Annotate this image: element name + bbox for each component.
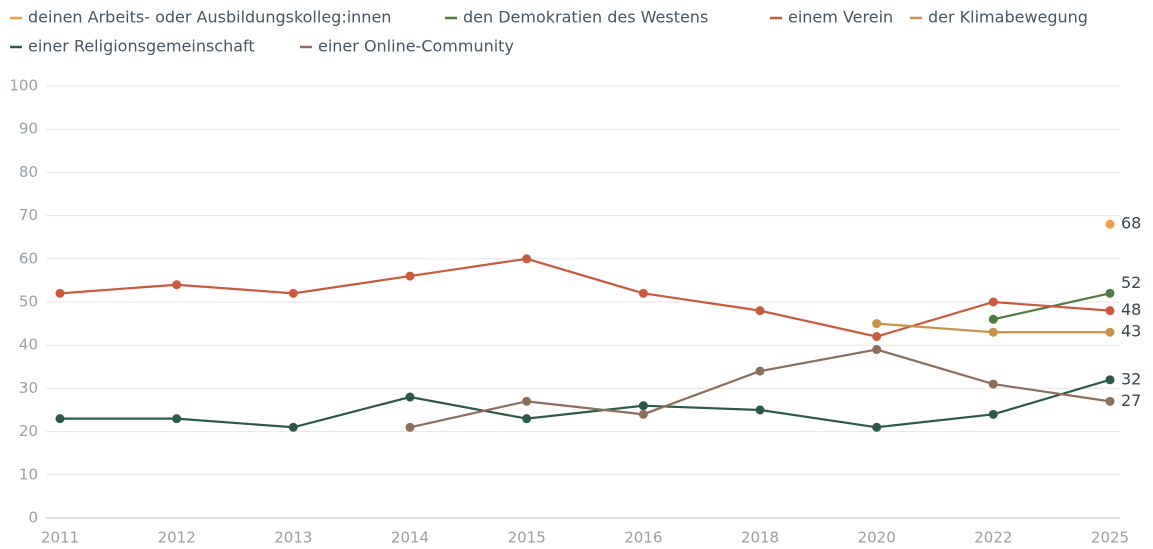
data-point [55,288,65,298]
y-tick-label: 30 [19,379,38,397]
data-point [755,405,765,415]
y-tick-label: 90 [19,120,38,138]
data-point [1105,288,1115,298]
x-tick-label: 2014 [391,529,429,547]
data-point [872,319,882,329]
data-point [872,332,882,342]
data-point [1105,375,1115,385]
x-tick-label: 2025 [1091,529,1129,547]
data-point [288,422,298,432]
end-label: 32 [1121,369,1141,388]
legend-label: den Demokratien des Westens [463,8,708,27]
data-point [288,288,298,298]
x-tick-label: 2013 [274,529,312,547]
y-tick-label: 70 [19,206,38,224]
data-point [872,345,882,355]
end-label: 52 [1121,273,1141,292]
data-point [405,271,415,281]
series-line [60,378,1111,429]
data-point [988,297,998,307]
data-point [522,414,532,424]
data-point [55,414,65,424]
y-tick-label: 100 [9,77,38,95]
x-tick-label: 2015 [508,529,546,547]
data-point [1105,219,1115,229]
data-point [172,280,182,290]
x-tick-label: 2011 [41,529,79,547]
y-tick-label: 0 [28,509,38,527]
data-point [988,409,998,419]
data-point [1105,306,1115,316]
x-tick-label: 2012 [158,529,196,547]
y-tick-label: 40 [19,336,38,354]
y-tick-label: 10 [19,465,38,483]
data-point [755,366,765,376]
data-point [872,422,882,432]
series-line [59,257,1111,338]
x-tick-label: 2020 [858,529,896,547]
data-point [755,306,765,316]
legend-label: einer Online-Community [318,37,514,56]
data-point [988,327,998,337]
y-tick-label: 20 [19,422,38,440]
data-point [638,288,648,298]
end-label: 43 [1121,322,1141,341]
data-point [522,396,532,406]
end-label: 68 [1121,214,1141,233]
x-tick-label: 2018 [741,529,779,547]
data-point [638,409,648,419]
x-tick-label: 2016 [624,529,662,547]
y-tick-label: 60 [19,249,38,267]
legend-label: der Klimabewegung [928,8,1088,27]
x-tick-label: 2022 [974,529,1012,547]
data-point [988,379,998,389]
data-point [988,314,998,324]
data-point [405,392,415,402]
data-point [405,422,415,432]
end-label: 27 [1121,391,1141,410]
legend-label: deinen Arbeits- oder Ausbildungskolleg:i… [28,8,391,27]
legend-label: einem Verein [788,8,893,27]
y-tick-label: 50 [19,293,38,311]
end-label: 48 [1121,300,1141,319]
data-point [1105,327,1115,337]
data-point [1105,396,1115,406]
data-point [638,401,648,411]
y-tick-label: 80 [19,163,38,181]
legend-label: einer Religionsgemeinschaft [28,37,255,56]
data-point [172,414,182,424]
data-point [522,254,532,264]
